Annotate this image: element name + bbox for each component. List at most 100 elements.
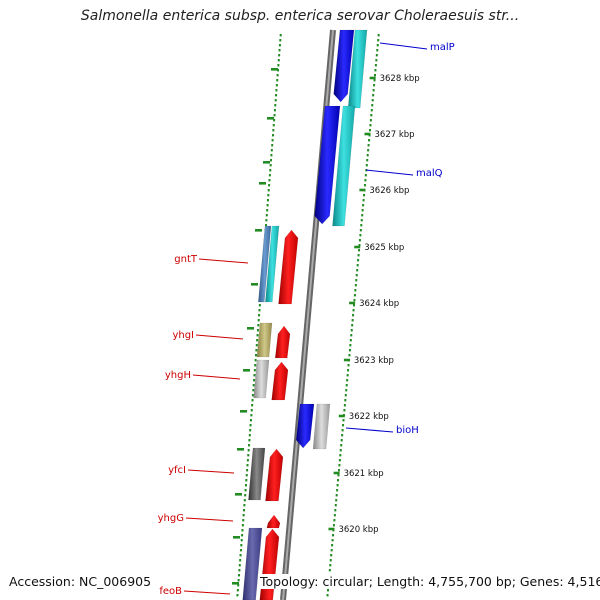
gc-dot	[241, 529, 244, 532]
gc-dot	[257, 319, 260, 322]
gc-dot	[334, 504, 337, 507]
gc-dot	[352, 309, 355, 312]
gc-dot	[256, 329, 259, 332]
gc-dot	[271, 134, 274, 137]
ruler-tick-label: 3623 kbp	[354, 356, 394, 366]
gc-dot	[279, 39, 282, 42]
gc-dot	[278, 49, 281, 52]
gene-feoB-red[interactable]	[259, 528, 280, 600]
gc-dot	[366, 159, 369, 162]
gene-feoB-navy[interactable]	[242, 527, 263, 600]
gene-label-malP[interactable]: malP	[430, 42, 455, 53]
gc-dot	[376, 49, 379, 52]
gene-label-feoB[interactable]: feoB	[159, 586, 182, 597]
ruler-tick-mark	[343, 358, 350, 362]
gc-dot	[354, 284, 357, 287]
gc-dot	[373, 79, 376, 82]
gc-dot	[377, 34, 380, 37]
gc-dot	[355, 274, 358, 277]
gc-dot	[274, 104, 277, 107]
gc-dash	[251, 283, 258, 286]
gc-dot	[358, 244, 361, 247]
ruler-tick-mark	[349, 301, 356, 305]
gene-yfcI-red[interactable]	[265, 448, 284, 502]
gc-dot	[366, 154, 369, 157]
gc-dot	[343, 404, 346, 407]
gene-malP-blue[interactable]	[333, 29, 355, 103]
gene-label-leader	[345, 427, 394, 433]
gene-label-yhgH[interactable]: yhgH	[165, 370, 191, 381]
gene-label-gntT[interactable]: gntT	[174, 254, 198, 265]
topology-text: Topology: circular; Length: 4,755,700 bp…	[258, 574, 600, 589]
gene-label-yfcI[interactable]: yfcI	[168, 465, 186, 476]
gene-yhgI-red[interactable]	[274, 325, 291, 359]
gc-dot	[238, 569, 241, 572]
gene-label-yhgG[interactable]: yhgG	[158, 513, 184, 524]
gene-label-yhgI[interactable]: yhgI	[172, 330, 194, 341]
gc-dot	[254, 364, 257, 367]
ruler-tick-label: 3628 kbp	[380, 74, 420, 84]
gc-dot	[337, 469, 340, 472]
gene-malP-cyan[interactable]	[347, 29, 368, 109]
ruler-tick-mark	[333, 471, 340, 475]
gc-dot	[237, 584, 240, 587]
gc-dot	[272, 129, 275, 132]
gc-dot	[344, 394, 347, 397]
gc-dot	[248, 439, 251, 442]
gene-yhgG-red[interactable]	[266, 514, 281, 529]
map-title: Salmonella enterica subsp. enterica sero…	[80, 8, 520, 24]
gc-dot	[371, 99, 374, 102]
gc-dot	[266, 209, 269, 212]
gene-gntT-steel[interactable]	[258, 225, 272, 303]
gc-dot	[277, 64, 280, 67]
gc-dot	[249, 429, 252, 432]
gc-dash	[267, 117, 274, 120]
gc-dot	[353, 294, 356, 297]
gene-label-malQ[interactable]: malQ	[416, 168, 443, 179]
gene-bioH-blue[interactable]	[295, 403, 315, 449]
gc-dot	[255, 349, 258, 352]
gene-bioH-grey[interactable]	[312, 403, 331, 450]
gene-label-bioH[interactable]: bioH	[396, 425, 419, 436]
gc-dot	[357, 259, 360, 262]
gc-dot	[336, 484, 339, 487]
gc-dot	[370, 109, 373, 112]
gene-gntT-cyan[interactable]	[265, 225, 280, 303]
gene-malQ-blue[interactable]	[314, 105, 341, 225]
gene-label-leader	[365, 169, 414, 176]
ruler-tick-mark	[359, 188, 366, 192]
gc-dot	[341, 434, 344, 437]
gc-dot	[328, 569, 331, 572]
gc-dot	[247, 454, 250, 457]
gc-dot	[269, 164, 272, 167]
gc-dot	[237, 579, 240, 582]
gc-dot	[258, 314, 261, 317]
gc-dot	[332, 534, 335, 537]
gene-yhgH-grey[interactable]	[253, 359, 270, 399]
gc-dot	[357, 254, 360, 257]
gc-dot	[242, 514, 245, 517]
gene-yhgI-olive[interactable]	[256, 322, 273, 358]
gc-dot	[246, 459, 249, 462]
gc-dot	[329, 559, 332, 562]
gc-dot	[276, 79, 279, 82]
gc-dot	[246, 464, 249, 467]
gc-dot	[367, 149, 370, 152]
gene-yhgH-red[interactable]	[271, 361, 289, 401]
ruler-tick-label: 3625 kbp	[364, 243, 404, 253]
gene-features[interactable]	[242, 29, 368, 600]
gc-dot	[365, 164, 368, 167]
gene-gntT-red[interactable]	[278, 229, 299, 305]
gene-yfcI-dark[interactable]	[248, 447, 266, 501]
gc-dash	[259, 182, 266, 185]
gc-dot	[267, 189, 270, 192]
gc-dot	[265, 219, 268, 222]
gc-dot	[253, 374, 256, 377]
gc-dot	[331, 539, 334, 542]
gc-dot	[252, 389, 255, 392]
gene-malQ-cyan[interactable]	[332, 105, 356, 227]
gc-dot	[368, 129, 371, 132]
gc-dot	[338, 459, 341, 462]
gc-dot	[334, 509, 337, 512]
